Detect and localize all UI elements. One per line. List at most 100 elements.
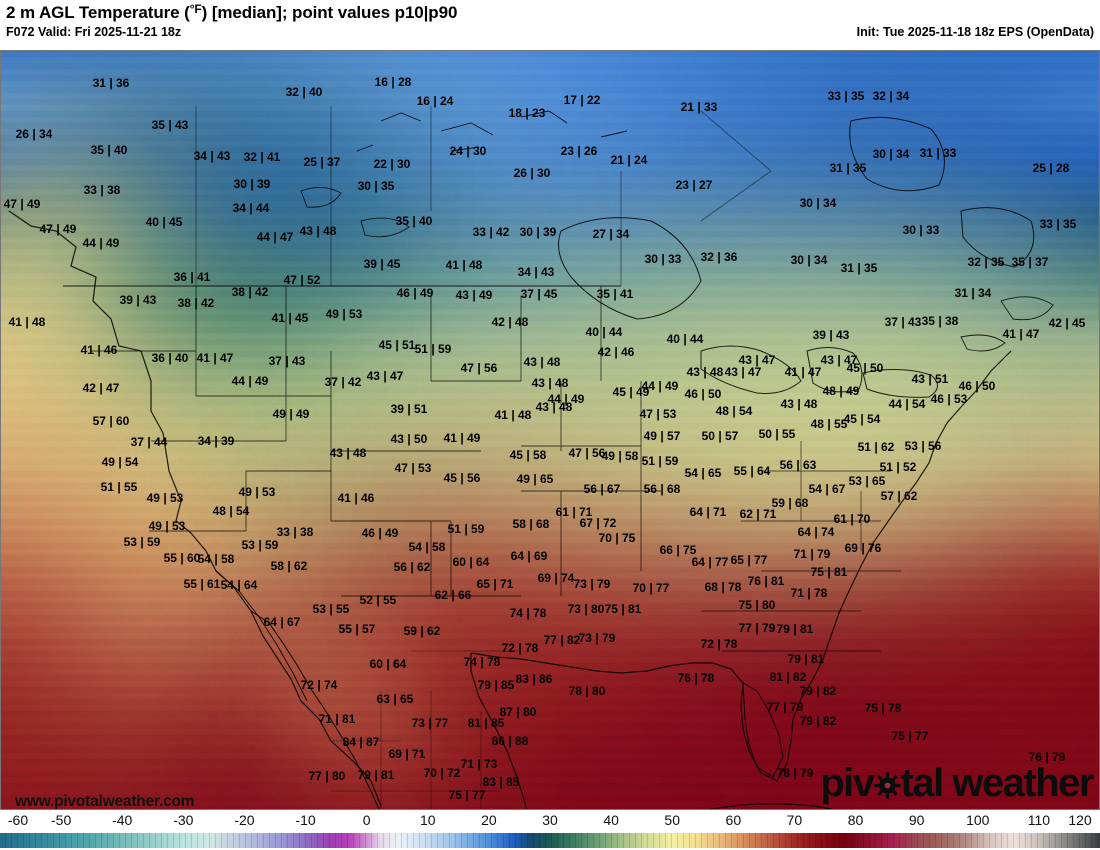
border-path [708,803,834,809]
colorbar-tick-40: 40 [603,812,619,828]
point-value-label: 37 | 44 [130,435,168,449]
temperature-blob [151,146,391,256]
point-value-label: 64 | 74 [797,525,835,539]
point-value-label: 34 | 44 [232,201,270,215]
map-canvas[interactable]: 26 | 34 31 | 36 32 | 40 35 | 43 35 | 40 34 | … [0,50,1100,810]
point-value-label: 47 | 56 [568,446,606,460]
point-value-label: 53 | 59 [241,538,279,552]
point-value-label: 34 | 39 [197,434,235,448]
point-value-label: 49 | 53 [146,491,184,505]
point-value-label: 47 | 49 [39,222,77,236]
point-value-label: 51 | 59 [414,342,452,356]
point-value-label: 81 | 82 [769,670,807,684]
point-value-label: 79 | 81 [787,652,825,666]
colorbar-tick-50: 50 [664,812,681,828]
colorbar-tick-90: 90 [908,812,925,828]
point-value-label: 56 | 62 [393,560,431,574]
border-path [331,650,521,809]
point-value-label: 78 | 80 [568,684,606,698]
colorbar-tick--20: -20 [234,812,255,828]
point-value-label: 24 | 30 [449,144,487,158]
border-path [960,207,1035,268]
point-value-label: 60 | 64 [369,657,407,671]
gear-icon [873,772,901,799]
point-value-label: 45 | 49 [612,385,650,399]
point-value-label: 30 | 34 [799,196,837,210]
point-value-label: 83 | 86 [515,672,553,686]
point-value-label: 47 | 53 [394,461,432,475]
point-value-label: 81 | 85 [467,716,505,730]
point-value-label: 53 | 55 [312,602,350,616]
point-value-label: 73 | 77 [411,716,449,730]
point-value-label: 49 | 49 [272,407,310,421]
point-value-label: 49 | 53 [238,485,276,499]
point-value-label: 86 | 88 [491,734,529,748]
point-value-label: 46 | 49 [396,286,434,300]
point-value-label: 54 | 58 [197,552,235,566]
point-value-label: 33 | 38 [276,525,314,539]
point-value-label: 33 | 38 [83,183,121,197]
point-value-label: 49 | 53 [148,519,186,533]
point-value-label: 77 | 79 [738,621,776,635]
point-value-label: 31 | 35 [840,261,878,275]
point-value-label: 31 | 34 [954,286,992,300]
point-value-label: 46 | 50 [684,387,722,401]
point-value-label: 45 | 51 [378,338,416,352]
temperature-blob [721,51,1099,281]
point-value-label: 40 | 45 [145,215,183,229]
colorbar-tick-100: 100 [966,812,990,828]
point-value-label: 87 | 80 [499,705,537,719]
point-value-label: 76 | 78 [677,671,715,685]
point-value-label: 25 | 28 [1032,161,1070,175]
point-value-label: 75 | 78 [864,701,902,715]
point-value-label: 58 | 62 [270,559,308,573]
point-value-label: 39 | 51 [390,402,428,416]
point-value-label: 51 | 52 [879,460,917,474]
point-value-label: 56 | 68 [643,482,681,496]
point-value-label: 44 | 49 [82,236,120,250]
point-value-label: 61 | 70 [833,512,871,526]
colorbar-tick--50: -50 [50,812,72,828]
point-value-label: 43 | 51 [911,372,949,386]
point-value-label: 30 | 39 [233,177,271,191]
point-value-label: 41 | 46 [337,491,375,505]
point-value-label: 43 | 48 [299,224,337,238]
point-value-label: 39 | 43 [119,293,157,307]
point-value-label: 18 | 23 [508,106,546,120]
point-value-label: 49 | 53 [325,307,363,321]
border-path [195,106,772,286]
point-value-label: 32 | 36 [700,250,738,264]
point-value-label: 34 | 43 [193,149,231,163]
point-value-label: 40 | 44 [585,325,623,339]
point-value-label: 44 | 49 [231,374,269,388]
point-value-label: 46 | 53 [930,392,968,406]
point-value-label: 31 | 33 [919,146,957,160]
point-value-label: 26 | 30 [513,166,551,180]
point-value-label: 66 | 75 [659,543,697,557]
point-value-label: 41 | 48 [494,408,532,422]
border-path [470,350,1012,782]
point-value-label: 42 | 48 [491,315,529,329]
point-value-label: 32 | 34 [872,89,910,103]
border-path [520,286,661,596]
page-title: 2 m AGL Temperature (°F) [median]; point… [6,2,457,23]
point-value-label: 25 | 37 [303,155,341,169]
border-path [960,334,1006,352]
point-value-label: 16 | 28 [374,75,412,89]
border-path [1000,296,1054,321]
point-value-label: 79 | 85 [477,678,515,692]
brand-watermark: piv tal weather [820,761,1094,805]
point-value-label: 43 | 47 [820,353,858,367]
point-value-label: 77 | 79 [766,700,804,714]
point-value-label: 56 | 63 [779,458,817,472]
border-path [149,450,521,597]
border-path [250,610,380,809]
brand-text-pre: piv [820,761,875,805]
point-value-label: 36 | 40 [151,351,189,365]
point-value-label: 60 | 64 [452,555,490,569]
point-value-label: 76 | 79 [1028,750,1066,764]
colorbar-tick--30: -30 [173,812,194,828]
point-value-label: 37 | 43 [884,315,922,329]
point-value-label: 31 | 35 [829,161,867,175]
border-path [8,210,382,807]
